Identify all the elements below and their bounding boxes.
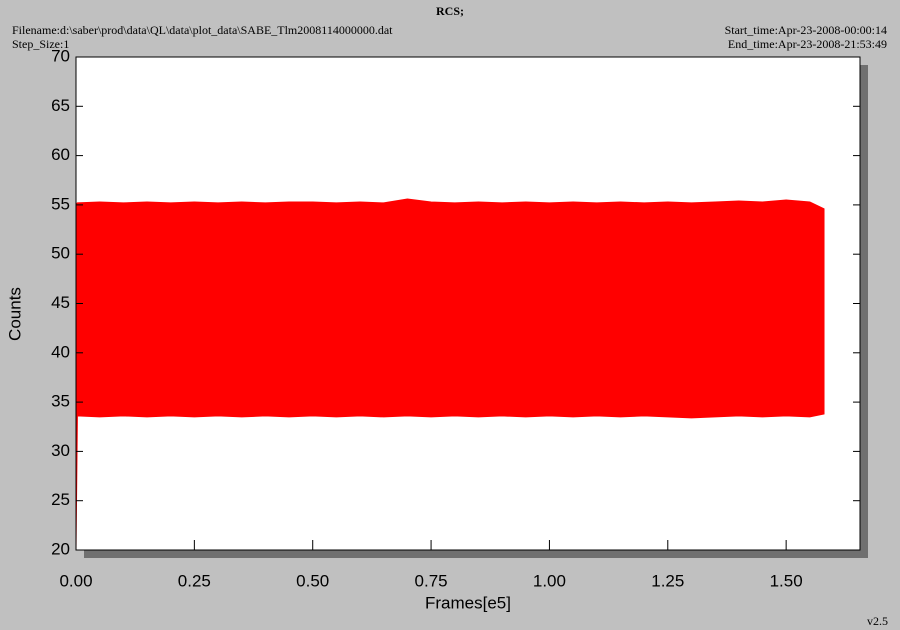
y-tick-label: 30 <box>51 441 70 460</box>
y-tick-label: 50 <box>51 244 70 263</box>
x-tick-label: 0.50 <box>296 571 329 590</box>
start-time: Start_time:Apr-23-2008-00:00:14 <box>725 23 887 37</box>
y-tick-label: 20 <box>51 539 70 558</box>
y-tick-label: 25 <box>51 490 70 509</box>
y-tick-label: 55 <box>51 194 70 213</box>
y-axis-label: Counts <box>5 287 24 341</box>
y-tick-label: 65 <box>51 96 70 115</box>
filename: Filename:d:\saber\prod\data\QL\data\plot… <box>12 23 393 37</box>
chart-title: RCS; <box>436 4 464 18</box>
y-tick-label: 60 <box>51 145 70 164</box>
plot-layer <box>75 198 825 551</box>
x-tick-label: 1.50 <box>770 571 803 590</box>
y-tick-label: 45 <box>51 293 70 312</box>
range-area <box>75 198 825 551</box>
x-tick-label: 1.00 <box>533 571 566 590</box>
x-tick-label: 0.75 <box>415 571 448 590</box>
y-tick-label: 40 <box>51 342 70 361</box>
y-tick-label: 70 <box>51 46 70 65</box>
step-size: Step_Size:1 <box>12 37 69 51</box>
x-axis-label: Frames[e5] <box>425 593 511 612</box>
version: v2.5 <box>867 614 888 628</box>
end-time: End_time:Apr-23-2008-21:53:49 <box>728 37 887 51</box>
x-tick-label: 0.25 <box>178 571 211 590</box>
y-tick-label: 35 <box>51 392 70 411</box>
x-tick-label: 1.25 <box>651 571 684 590</box>
x-tick-label: 0.00 <box>59 571 92 590</box>
